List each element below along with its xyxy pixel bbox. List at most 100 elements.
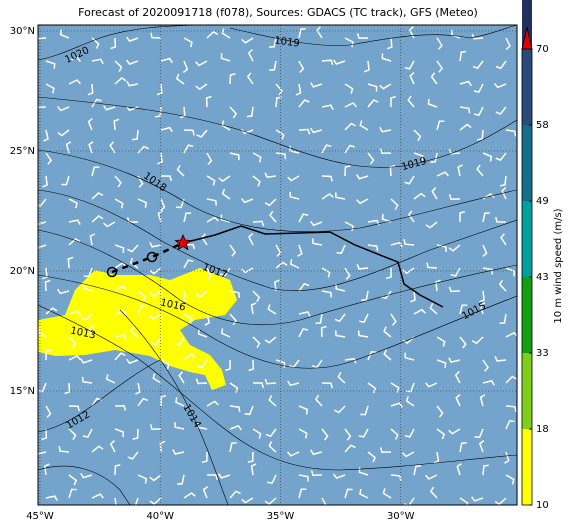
wind-barb bbox=[298, 128, 311, 135]
wind-barb bbox=[482, 379, 495, 386]
wind-barb bbox=[382, 488, 392, 499]
wind-barb bbox=[67, 256, 74, 269]
wind-barb bbox=[57, 105, 70, 112]
wind-barb bbox=[114, 334, 127, 340]
wind-barb bbox=[344, 357, 357, 364]
wind-barb bbox=[229, 313, 237, 326]
wind-barb bbox=[297, 244, 303, 257]
wind-barb bbox=[310, 470, 323, 476]
wind-barb bbox=[344, 122, 356, 131]
wind-barb bbox=[127, 451, 139, 460]
wind-barb bbox=[429, 486, 438, 499]
wind-barb bbox=[114, 60, 123, 72]
wind-barb bbox=[179, 106, 186, 119]
wind-barb bbox=[130, 326, 139, 338]
wind-barb bbox=[150, 32, 162, 39]
wind-barb bbox=[381, 213, 392, 223]
wind-barb bbox=[359, 488, 369, 499]
colorbar-segment bbox=[522, 201, 532, 277]
wind-barb bbox=[114, 404, 127, 411]
wind-barb bbox=[195, 290, 208, 298]
wind-barb bbox=[385, 268, 392, 280]
wind-barb bbox=[160, 175, 173, 182]
wind-barb bbox=[287, 451, 300, 457]
wind-barb bbox=[196, 129, 208, 138]
ocean bbox=[38, 25, 517, 505]
wind-barb bbox=[289, 191, 300, 200]
wind-barb bbox=[110, 37, 117, 50]
wind-barb bbox=[157, 210, 164, 223]
wind-barb bbox=[426, 262, 438, 269]
wind-barb bbox=[38, 106, 47, 108]
wind-barb bbox=[229, 442, 237, 453]
wind-barb bbox=[367, 99, 379, 108]
wind-barb bbox=[229, 106, 238, 119]
wind-barb bbox=[367, 152, 375, 165]
wind-barb bbox=[172, 449, 185, 455]
colorbar-tick-label: 10 bbox=[536, 500, 549, 511]
wind-barb bbox=[344, 428, 352, 441]
wind-barb bbox=[114, 77, 127, 85]
wind-barb bbox=[403, 497, 415, 505]
wind-barb bbox=[174, 422, 185, 430]
wind-barb bbox=[425, 382, 438, 388]
lat-tick-label: 15°N bbox=[10, 386, 35, 397]
wind-barb bbox=[344, 144, 355, 154]
tc-track-observed bbox=[182, 225, 444, 308]
colorbar-tick-label: 18 bbox=[536, 424, 549, 435]
wind-barb bbox=[356, 33, 369, 39]
wind-barb bbox=[344, 165, 351, 177]
wind-barb bbox=[65, 141, 72, 154]
wind-barb bbox=[43, 463, 50, 476]
wind-barb bbox=[405, 395, 415, 407]
wind-barb bbox=[268, 441, 277, 453]
track-point bbox=[146, 251, 158, 263]
colorbar-segment bbox=[522, 277, 532, 353]
wind-barb bbox=[241, 267, 254, 274]
wind-barb bbox=[114, 198, 124, 209]
wind-barb bbox=[321, 175, 333, 182]
wind-barb bbox=[83, 267, 93, 278]
wind-barb bbox=[103, 105, 116, 111]
wind-barb bbox=[264, 378, 277, 385]
wind-barb bbox=[298, 328, 309, 338]
wind-barb bbox=[241, 37, 254, 44]
isobar bbox=[38, 229, 517, 326]
wind-barb bbox=[474, 428, 484, 439]
wind-barb bbox=[501, 187, 507, 200]
wind-barb bbox=[160, 57, 173, 64]
wind-barb bbox=[80, 313, 93, 322]
wind-barb bbox=[45, 83, 55, 94]
wind-barb bbox=[252, 336, 261, 349]
wind-barb bbox=[91, 58, 104, 65]
wind-barb bbox=[459, 304, 468, 315]
wind-barb bbox=[183, 144, 194, 154]
isobar bbox=[38, 274, 517, 369]
wind-barb bbox=[455, 394, 461, 407]
wind-barb bbox=[113, 118, 120, 131]
wind-barb bbox=[268, 395, 277, 407]
wind-barb bbox=[298, 311, 311, 317]
wind-barb bbox=[91, 166, 100, 177]
wind-barb bbox=[68, 336, 77, 349]
wind-barb bbox=[500, 233, 507, 246]
wind-barb bbox=[221, 120, 231, 131]
wind-barb bbox=[160, 359, 170, 370]
wind-barb bbox=[201, 233, 208, 246]
wind-barb bbox=[88, 141, 94, 154]
wind-barb bbox=[157, 152, 163, 165]
wind-barb bbox=[344, 267, 351, 280]
wind-barb bbox=[390, 402, 403, 408]
wind-barb bbox=[379, 148, 392, 155]
wind-barb bbox=[498, 279, 507, 292]
wind-barb bbox=[248, 359, 255, 372]
wind-barb bbox=[229, 490, 241, 499]
lon-tick-label: 40°W bbox=[146, 511, 174, 522]
isobar-label: 1016 bbox=[159, 297, 186, 313]
wind-barb bbox=[499, 175, 507, 187]
wind-barb bbox=[298, 28, 306, 39]
wind-barb bbox=[174, 336, 185, 346]
wind-barb bbox=[149, 497, 162, 505]
wind-barb bbox=[381, 53, 392, 62]
wind-barb bbox=[58, 445, 70, 453]
